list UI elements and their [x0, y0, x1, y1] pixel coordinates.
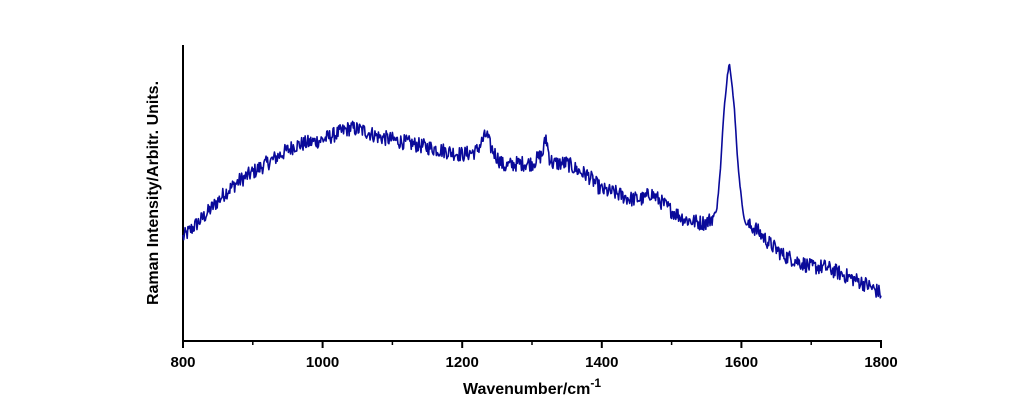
- y-axis-title: Raman Intensity/Arbitr. Units.: [145, 81, 162, 305]
- x-axis-tick-labels: 800 1000 1200 1400 1600 1800: [170, 354, 897, 371]
- x-axis-ticks: [182, 341, 882, 348]
- x-tick-label: 800: [170, 354, 195, 371]
- x-axis-title: Wavenumber/cm-1: [463, 376, 601, 398]
- x-tick-label: 1800: [864, 354, 897, 371]
- x-tick-label: 1600: [725, 354, 758, 371]
- x-tick-label: 1200: [446, 354, 479, 371]
- plot-area: 800 1000 1200 1400 1600 1800: [170, 45, 898, 371]
- x-tick-label: 1400: [585, 354, 618, 371]
- x-tick-label: 1000: [306, 354, 339, 371]
- spectrum-series-line: [182, 63, 882, 299]
- x-axis-title-superscript: -1: [590, 376, 601, 390]
- x-axis-title-text: Wavenumber/cm: [463, 381, 590, 398]
